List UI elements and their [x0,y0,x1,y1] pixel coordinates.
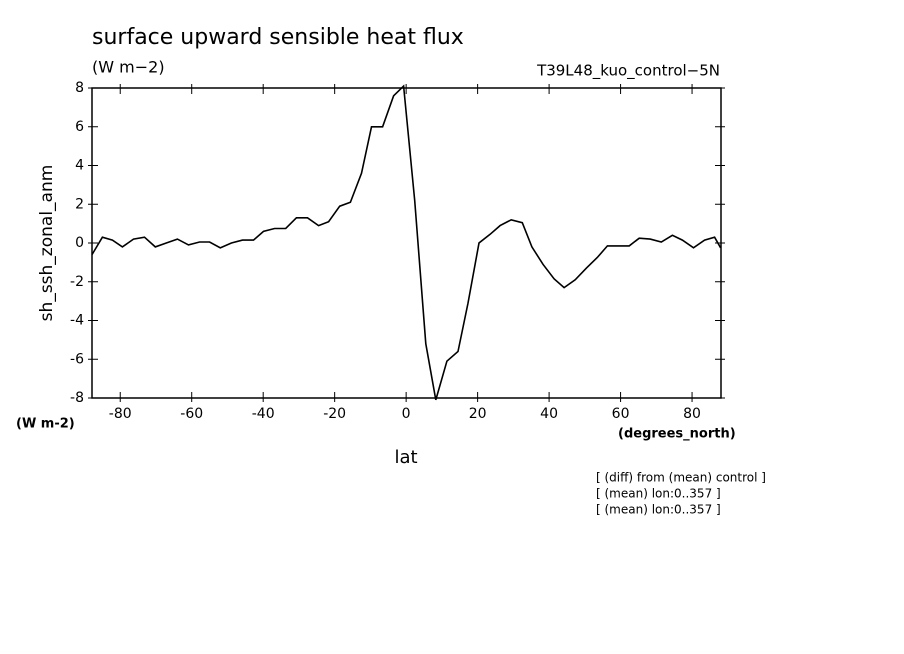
y-tick-label: 8 [75,80,84,96]
note: [ (mean) lon:0..357 ] [596,503,721,517]
y-tick-label: 4 [75,158,84,174]
y-tick-label: 0 [75,235,84,251]
y-tick-label: -8 [70,390,84,406]
x-tick-label: -40 [252,406,275,422]
x-tick-label: -20 [323,406,346,422]
y-tick-label: -6 [70,351,84,367]
subtitle: (W m−2) [92,58,165,77]
y-units-label: (W m-2) [16,417,75,432]
x-axis-label: lat [394,447,417,468]
x-tick-label: 40 [540,406,558,422]
data-line [91,84,722,401]
y-tick-label: -2 [70,274,84,290]
x-tick-label: 0 [402,406,411,422]
y-tick-label: 6 [75,119,84,135]
x-tick-label: -60 [180,406,203,422]
dataset-label: T39L48_kuo_control−5N [536,62,720,81]
y-tick-label: 2 [75,196,84,212]
chart-title: surface upward sensible heat flux [92,25,464,50]
note: [ (mean) lon:0..357 ] [596,487,721,501]
x-tick-label: 60 [612,406,630,422]
y-axis-label: sh_ssh_zonal_anm [37,165,57,322]
x-tick-label: 20 [469,406,487,422]
x-tick-label: 80 [683,406,701,422]
x-units-label: (degrees_north) [618,427,736,442]
y-tick-label: -4 [70,313,84,329]
x-tick-label: -80 [109,406,132,422]
note: [ (diff) from (mean) control ] [596,471,766,485]
